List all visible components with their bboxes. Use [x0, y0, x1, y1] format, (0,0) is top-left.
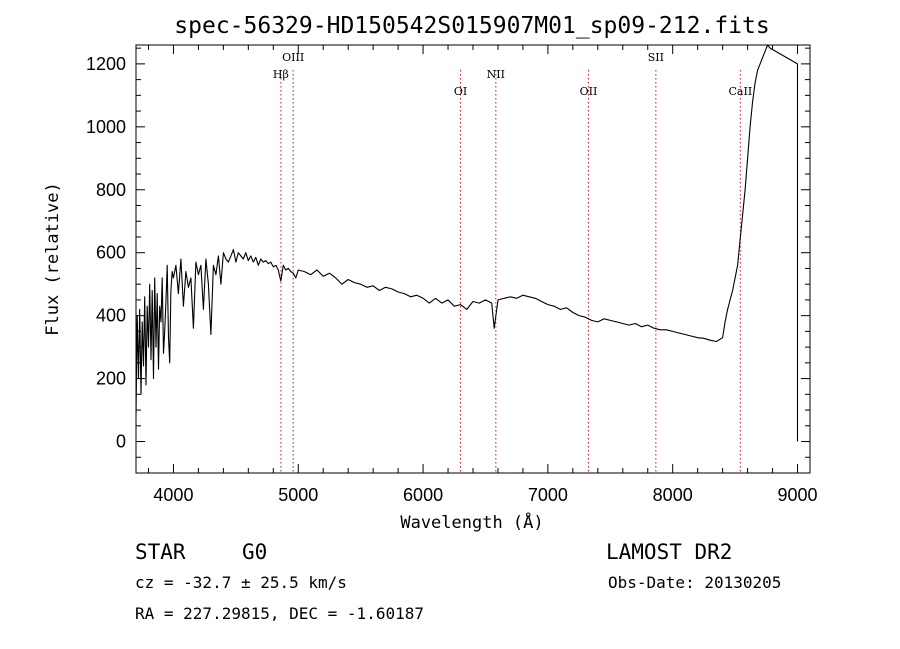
spectral-line-label: OI: [454, 85, 467, 98]
x-tick-label: 5000: [278, 485, 318, 505]
spectral-line-label: NII: [487, 68, 505, 81]
x-tick-label: 9000: [777, 485, 817, 505]
spectral-line-markers: Hβ OIII OI NII OII SII CaII: [273, 51, 752, 473]
coordinates: RA = 227.29815, DEC = -1.60187: [135, 604, 424, 623]
x-tick-label: 8000: [653, 485, 693, 505]
x-tick-label: 6000: [403, 485, 443, 505]
survey-name: LAMOST DR2: [606, 540, 733, 564]
y-tick-label: 1000: [86, 117, 126, 137]
redshift-value: cz = -32.7 ± 25.5 km/s: [135, 573, 347, 592]
y-axis-label: Flux (relative): [43, 182, 63, 336]
spectral-line-label: OIII: [282, 51, 304, 64]
spectral-line-label: SII: [648, 51, 664, 64]
y-tick-label: 600: [96, 243, 126, 263]
spectral-line-label: CaII: [729, 85, 753, 98]
x-axis-label: Wavelength (Å): [400, 511, 543, 533]
spectrum-line: [135, 44, 799, 442]
spectral-line-label: OII: [580, 85, 598, 98]
x-tick-label: 7000: [528, 485, 568, 505]
y-tick-label: 1200: [86, 54, 126, 74]
plot-frame: [135, 44, 811, 474]
chart-title: spec-56329-HD150542S015907M01_sp09-212.f…: [174, 13, 769, 39]
object-class: STAR: [135, 540, 186, 564]
axis-ticks: 4000 5000 6000 7000 8000 9000 0 200 400 600 800 100…: [86, 45, 818, 505]
y-tick-label: 200: [96, 369, 126, 389]
x-tick-label: 4000: [153, 485, 193, 505]
y-tick-label: 400: [96, 306, 126, 326]
object-subclass: G0: [242, 540, 268, 564]
y-tick-label: 0: [116, 432, 126, 452]
observation-date: Obs-Date: 20130205: [608, 573, 782, 592]
spectral-line-label: Hβ: [273, 68, 289, 81]
y-tick-label: 800: [96, 180, 126, 200]
spectrum-plot: [135, 44, 799, 442]
